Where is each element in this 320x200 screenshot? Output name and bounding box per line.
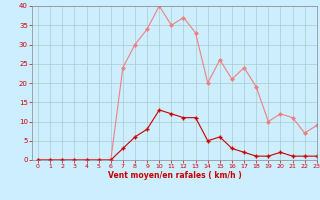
X-axis label: Vent moyen/en rafales ( km/h ): Vent moyen/en rafales ( km/h ) [108, 171, 241, 180]
